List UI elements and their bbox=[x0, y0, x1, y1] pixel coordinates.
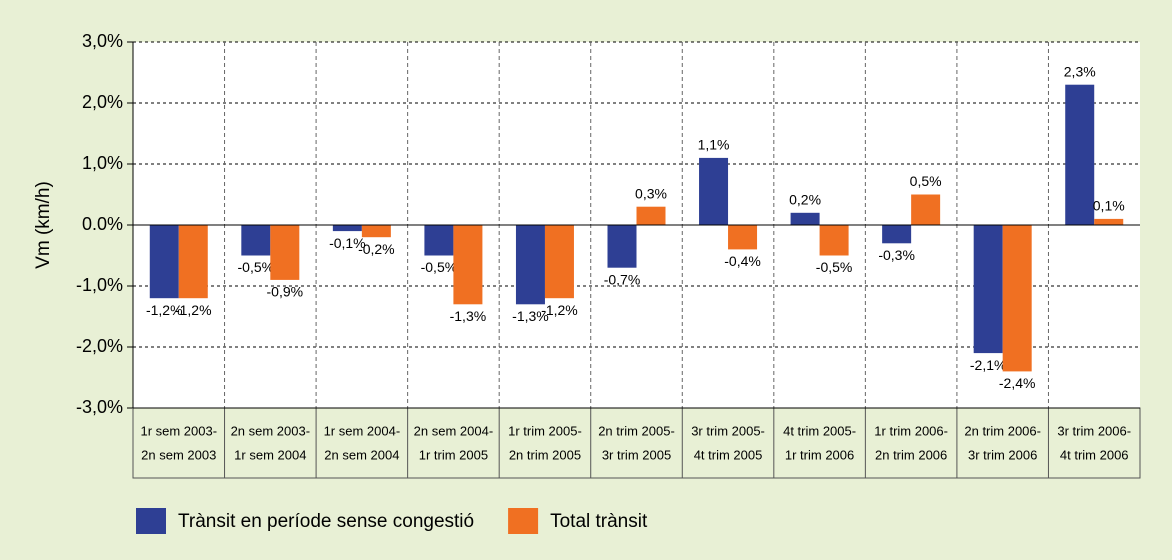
value-label: -0,2% bbox=[358, 241, 395, 257]
bar bbox=[819, 225, 849, 256]
value-label: 0,3% bbox=[635, 185, 667, 201]
y-tick-label: 1,0% bbox=[82, 153, 123, 173]
x-tick-label: 1r trim 2006 bbox=[785, 447, 854, 462]
bar bbox=[544, 225, 574, 299]
x-tick-label: 1r sem 2003- bbox=[140, 423, 217, 438]
bar bbox=[1094, 218, 1124, 225]
y-tick-label: 3,0% bbox=[82, 31, 123, 51]
value-label: -0,1% bbox=[329, 235, 366, 251]
x-tick-label: 1r sem 2004 bbox=[234, 447, 306, 462]
bar bbox=[973, 225, 1003, 354]
y-tick-label: -1,0% bbox=[76, 275, 123, 295]
bar bbox=[149, 225, 179, 299]
value-label: 0,1% bbox=[1093, 198, 1125, 214]
legend-label: Total trànsit bbox=[550, 511, 648, 532]
value-label: 0,5% bbox=[910, 173, 942, 189]
bar bbox=[699, 157, 729, 225]
value-label: -0,5% bbox=[816, 259, 853, 275]
value-label: 2,3% bbox=[1064, 63, 1096, 79]
legend-swatch bbox=[508, 508, 539, 534]
value-label: -2,1% bbox=[970, 357, 1007, 373]
bar bbox=[241, 225, 271, 256]
bar bbox=[636, 206, 666, 225]
y-tick-label: -3,0% bbox=[76, 397, 123, 417]
value-label: -0,9% bbox=[267, 284, 304, 300]
x-tick-label: 2n sem 2004- bbox=[414, 423, 494, 438]
bar bbox=[178, 225, 208, 299]
x-tick-label: 2n trim 2006 bbox=[875, 447, 947, 462]
bar bbox=[270, 225, 300, 280]
y-tick-label: 2,0% bbox=[82, 92, 123, 112]
y-tick-label: -2,0% bbox=[76, 336, 123, 356]
bar bbox=[1065, 84, 1095, 225]
bar bbox=[515, 225, 545, 305]
value-label: 0,2% bbox=[789, 192, 821, 208]
x-tick-label: 2n trim 2005- bbox=[598, 423, 675, 438]
x-tick-label: 2n sem 2003- bbox=[231, 423, 311, 438]
value-label: -1,2% bbox=[541, 302, 578, 318]
x-tick-label: 1r trim 2005- bbox=[508, 423, 582, 438]
legend-swatch bbox=[136, 508, 166, 534]
value-label: -0,3% bbox=[878, 247, 915, 263]
x-tick-label: 1r trim 2005 bbox=[419, 447, 488, 462]
value-label: -0,4% bbox=[724, 253, 761, 269]
value-label: -1,3% bbox=[450, 308, 487, 324]
y-tick-label: 0.0% bbox=[82, 214, 123, 234]
bar bbox=[1002, 225, 1032, 372]
value-label: -2,4% bbox=[999, 375, 1036, 391]
x-tick-label: 1r sem 2004- bbox=[324, 423, 401, 438]
x-tick-label: 3r trim 2005- bbox=[691, 423, 765, 438]
value-label: -0,5% bbox=[238, 259, 275, 275]
x-tick-label: 1r trim 2006- bbox=[874, 423, 948, 438]
value-label: -1,2% bbox=[175, 302, 212, 318]
x-tick-label: 4t trim 2006 bbox=[1060, 447, 1129, 462]
bar bbox=[728, 225, 758, 250]
x-tick-label: 3r trim 2006 bbox=[968, 447, 1037, 462]
bar bbox=[453, 225, 483, 305]
x-tick-label: 2n sem 2004 bbox=[324, 447, 399, 462]
legend-label: Trànsit en període sense congestió bbox=[178, 511, 474, 532]
y-axis-label: Vm (km/h) bbox=[33, 181, 54, 269]
bar bbox=[332, 225, 362, 232]
bar bbox=[424, 225, 454, 256]
x-tick-label: 3r trim 2006- bbox=[1057, 423, 1131, 438]
value-label: -0,5% bbox=[421, 259, 458, 275]
value-label: -1,3% bbox=[512, 308, 549, 324]
value-label: -0,7% bbox=[604, 271, 641, 287]
bar bbox=[361, 225, 391, 238]
bar bbox=[911, 194, 941, 225]
bar bbox=[607, 225, 637, 268]
x-tick-label: 2n sem 2003 bbox=[141, 447, 216, 462]
value-label: -1,2% bbox=[146, 302, 183, 318]
x-tick-label: 3r trim 2005 bbox=[602, 447, 671, 462]
x-tick-label: 4t trim 2005- bbox=[783, 423, 856, 438]
x-tick-label: 2n trim 2005 bbox=[509, 447, 581, 462]
bar bbox=[882, 225, 912, 244]
value-label: 1,1% bbox=[698, 137, 730, 153]
bar bbox=[790, 212, 820, 225]
x-tick-label: 2n trim 2006- bbox=[964, 423, 1041, 438]
x-tick-label: 4t trim 2005 bbox=[694, 447, 763, 462]
